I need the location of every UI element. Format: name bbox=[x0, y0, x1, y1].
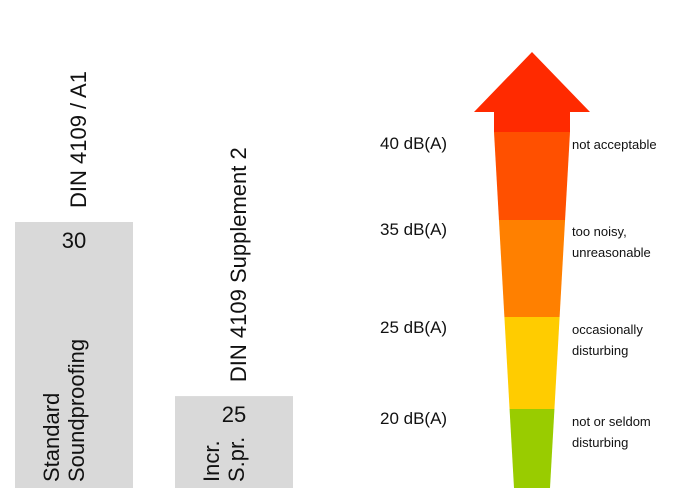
bar-label-incr: Incr. bbox=[199, 440, 224, 482]
band-description: disturbing bbox=[572, 343, 628, 358]
band-description: occasionally bbox=[572, 322, 643, 337]
band-40-dba bbox=[494, 132, 570, 220]
bar-label-standard: Standard bbox=[39, 393, 64, 482]
band-35-dba bbox=[498, 220, 566, 317]
standard-bars: DIN 4109 / A1 DIN 4109 Supplement 2 30 2… bbox=[15, 71, 293, 488]
bar-label-spr: S.pr. bbox=[224, 437, 249, 482]
db-label-35: 35 dB(A) bbox=[380, 220, 447, 239]
band-20-dba bbox=[509, 409, 555, 488]
db-label-40: 40 dB(A) bbox=[380, 134, 447, 153]
bar-value-label: 30 bbox=[62, 228, 86, 253]
bar-din-4109-supplement-2 bbox=[175, 396, 293, 488]
category-label-din-4109-a1: DIN 4109 / A1 bbox=[66, 71, 91, 208]
bar-value-label: 25 bbox=[222, 402, 246, 427]
band-description: unreasonable bbox=[572, 245, 651, 260]
band-description: too noisy, bbox=[572, 224, 627, 239]
category-label-din-4109-supplement-2: DIN 4109 Supplement 2 bbox=[226, 147, 251, 382]
band-description: not acceptable bbox=[572, 137, 657, 152]
band-description: not or seldom bbox=[572, 414, 651, 429]
db-label-20: 20 dB(A) bbox=[380, 409, 447, 428]
db-label-25: 25 dB(A) bbox=[380, 318, 447, 337]
band-25-dba bbox=[504, 317, 560, 409]
band-description: disturbing bbox=[572, 435, 628, 450]
bar-label-soundproofing: Soundproofing bbox=[64, 339, 89, 482]
bar-din-4109-a1 bbox=[15, 222, 133, 488]
arrowhead bbox=[474, 52, 590, 132]
noise-level-arrow: 20 dB(A) 25 dB(A) 35 dB(A) 40 dB(A) not … bbox=[380, 52, 657, 488]
